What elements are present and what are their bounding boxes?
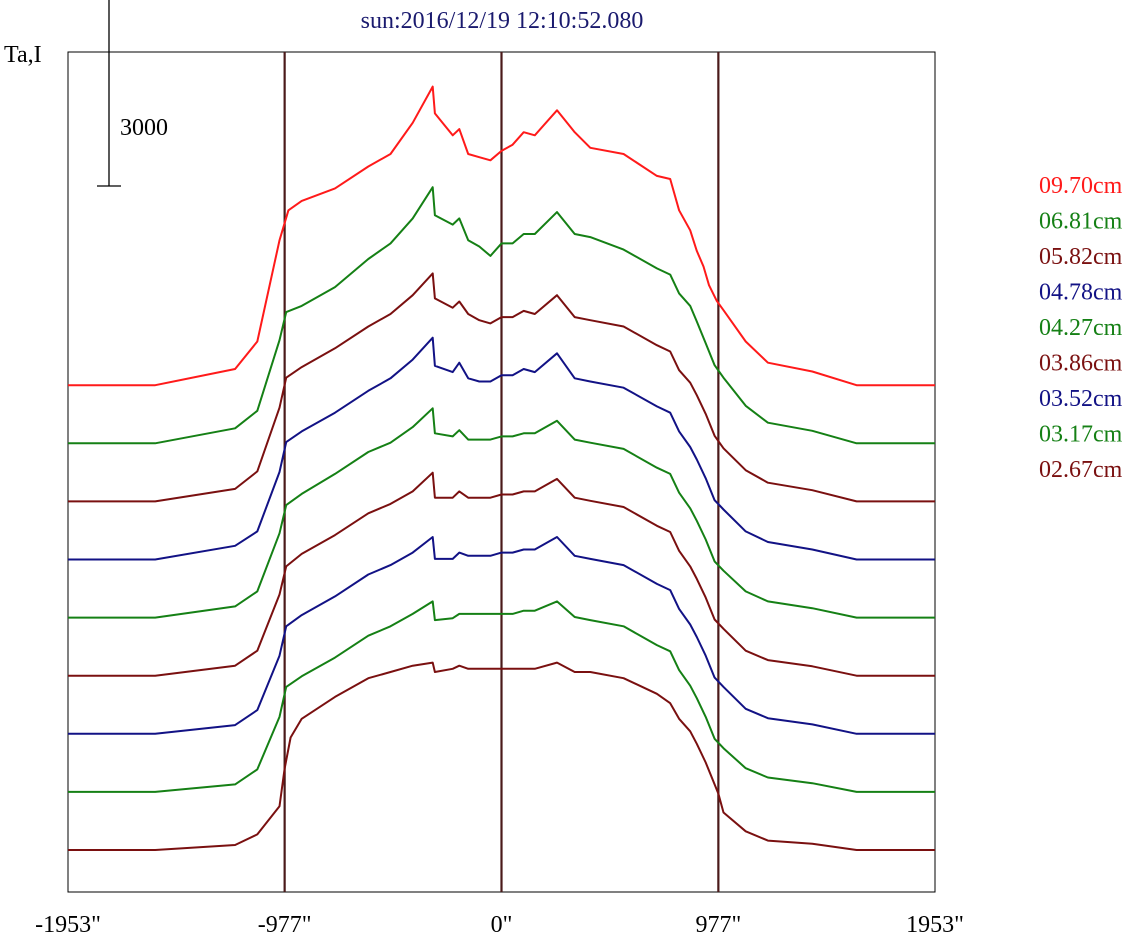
series-line-04.78cm <box>68 336 935 561</box>
legend-item-03.86cm: 03.86cm <box>1039 351 1123 377</box>
x-tick-label-2: 0" <box>491 912 513 938</box>
y-axis-label: Ta,I <box>4 42 42 68</box>
series-line-02.67cm <box>68 661 935 851</box>
legend-item-04.78cm: 04.78cm <box>1039 280 1123 306</box>
series-line-03.86cm <box>68 471 935 677</box>
reference-lines <box>283 52 720 892</box>
series-line-06.81cm <box>68 186 935 445</box>
legend-item-09.70cm: 09.70cm <box>1039 173 1123 199</box>
chart-title: sun:2016/12/19 12:10:52.080 <box>361 8 644 34</box>
series-line-03.52cm <box>68 536 935 735</box>
scale-bar-label: 3000 <box>120 115 168 141</box>
x-tick-label-3: 977" <box>695 912 741 938</box>
legend: 09.70cm 06.81cm 05.82cm 04.78cm 04.27cm 03.86… <box>1039 173 1123 483</box>
x-tick-label-1: -977" <box>258 912 312 938</box>
legend-item-04.27cm: 04.27cm <box>1039 315 1123 341</box>
series-lines <box>68 85 935 851</box>
scale-bar: 3000 <box>97 0 168 187</box>
series-line-09.70cm <box>68 85 935 387</box>
x-tick-label-4: 1953" <box>906 912 964 938</box>
legend-item-03.17cm: 03.17cm <box>1039 422 1123 448</box>
x-tick-labels: -1953" -977" 0" 977" 1953" <box>35 912 964 938</box>
legend-item-02.67cm: 02.67cm <box>1039 457 1123 483</box>
legend-item-06.81cm: 06.81cm <box>1039 209 1123 235</box>
series-line-04.27cm <box>68 407 935 619</box>
series-line-05.82cm <box>68 272 935 503</box>
legend-item-05.82cm: 05.82cm <box>1039 244 1123 270</box>
x-tick-label-0: -1953" <box>35 912 101 938</box>
series-line-03.17cm <box>68 600 935 793</box>
legend-item-03.52cm: 03.52cm <box>1039 386 1123 412</box>
